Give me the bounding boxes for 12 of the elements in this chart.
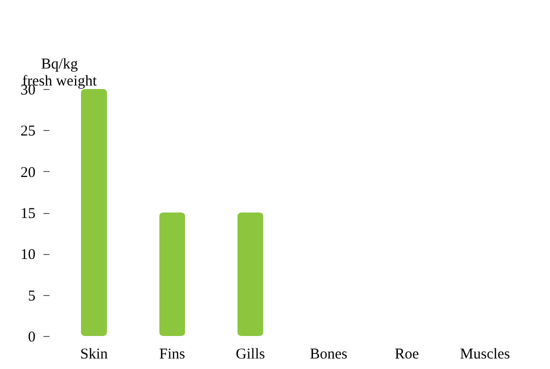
y-tick-label: 0 [28,330,36,346]
x-tick-label: Bones [310,346,348,362]
y-tick-label: 10 [20,247,36,264]
x-tick-label: Muscles [460,346,510,362]
y-tick-label: 20 [20,164,36,181]
y-tick-label: 5 [28,288,36,304]
y-tick-label: 25 [20,124,36,140]
x-tick-label: Skin [80,346,108,362]
x-tick-label: Gills [236,346,266,362]
x-tick-label: Roe [394,346,420,362]
x-tick-label: Fins [159,346,186,362]
y-tick-label: 15 [20,206,36,222]
